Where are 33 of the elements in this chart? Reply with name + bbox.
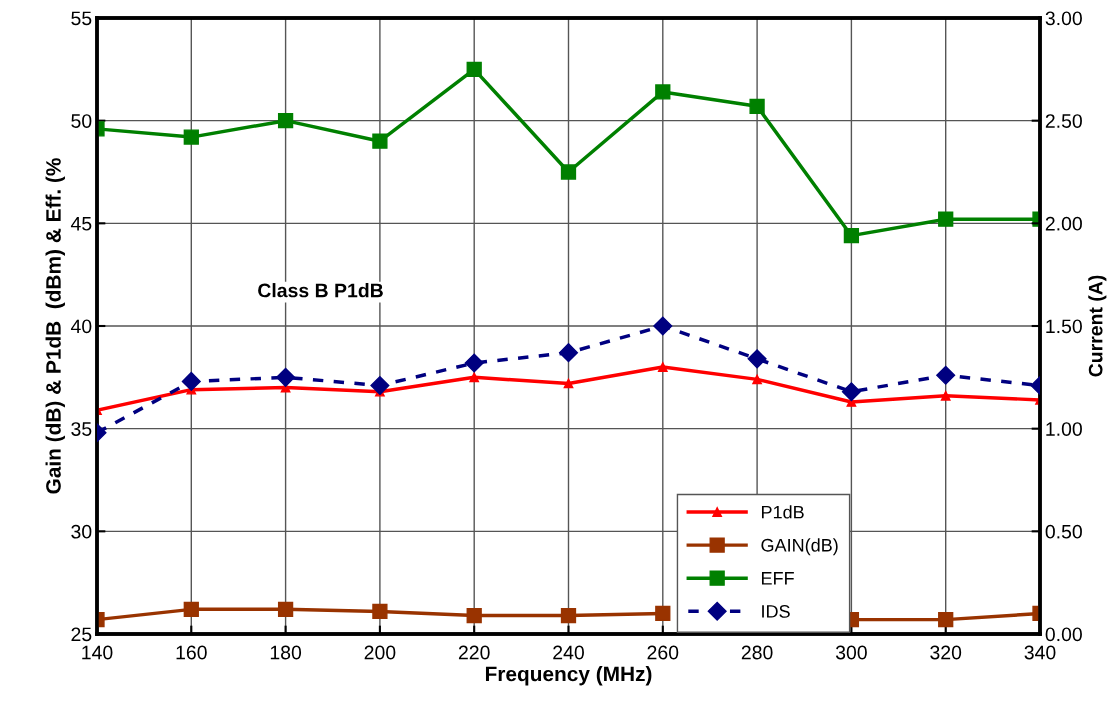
x-tick-label: 200: [364, 645, 396, 660]
legend-label: IDS: [762, 605, 790, 618]
legend-label: P1dB: [761, 505, 804, 519]
y-tick-label: 40: [70, 319, 92, 334]
legend-label: EFF: [761, 572, 794, 585]
x-tick-label: 260: [647, 645, 679, 660]
y2-axis-title: Current (A): [1088, 275, 1107, 377]
y2-tick-label: 2.00: [1045, 216, 1082, 231]
y-tick-label: 25: [71, 627, 92, 642]
y-tick-label: 35: [71, 422, 92, 436]
y-tick-label: 30: [71, 524, 92, 539]
y-axis-title: Gain (dB) & P1dB (dBm) & Eff. (%: [45, 158, 65, 494]
y2-tick-label: 3.00: [1045, 11, 1082, 26]
y2-tick-label: 1.00: [1046, 422, 1082, 436]
x-axis-title: Frequency (MHz): [485, 666, 652, 686]
x-tick-label: 220: [458, 645, 490, 660]
x-tick-label: 340: [1024, 645, 1056, 660]
x-tick-label: 280: [741, 645, 773, 660]
x-tick-label: 320: [930, 645, 962, 660]
y2-tick-label: 1.50: [1046, 319, 1082, 334]
y-tick-label: 50: [71, 114, 92, 128]
y-tick-label: 55: [71, 11, 92, 26]
x-tick-label: 140: [82, 645, 113, 660]
legend-label: GAIN(dB): [761, 538, 838, 556]
y2-tick-label: 2.50: [1045, 114, 1082, 128]
x-tick-label: 180: [270, 645, 302, 660]
y2-tick-label: 0.50: [1045, 524, 1082, 539]
y2-tick-label: 0.00: [1045, 627, 1082, 642]
x-tick-label: 300: [835, 645, 867, 660]
annotation: Class B P1dB: [258, 283, 383, 298]
x-tick-label: 160: [176, 645, 207, 660]
x-tick-label: 240: [553, 645, 584, 660]
y-tick-label: 45: [70, 217, 92, 231]
